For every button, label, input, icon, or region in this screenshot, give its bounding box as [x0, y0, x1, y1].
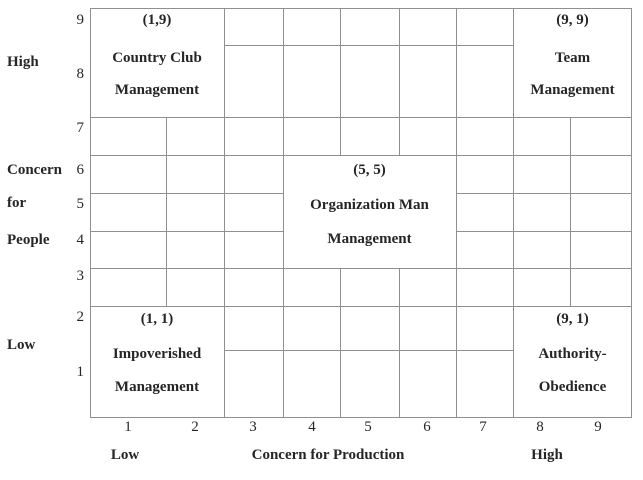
cell-country-club-name2: Management	[114, 82, 200, 98]
cell-country-club-name1: Country Club	[112, 50, 202, 66]
y-tick-6: 6	[76, 162, 85, 178]
x-tick-4: 4	[308, 419, 316, 435]
cell-team-coord: (9, 9)	[556, 12, 589, 28]
x-tick-5: 5	[364, 419, 372, 435]
y-axis-label-for: for	[7, 195, 27, 211]
grid-line-group	[90, 8, 632, 418]
x-axis-label-high: High	[531, 447, 563, 463]
cell-authority-obedience-name2: Obedience	[538, 379, 607, 395]
cell-impoverished-name1: Impoverished	[112, 346, 202, 362]
x-tick-3: 3	[249, 419, 257, 435]
cell-authority-obedience-name1: Authority-	[538, 346, 607, 362]
y-tick-2: 2	[76, 309, 85, 325]
y-tick-4: 4	[76, 232, 85, 248]
y-tick-7: 7	[76, 120, 85, 136]
cell-organization-man-name1: Organization Man	[310, 197, 429, 213]
y-tick-1: 1	[76, 364, 85, 380]
cell-impoverished-name2: Management	[114, 379, 200, 395]
cell-impoverished-coord: (1, 1)	[140, 311, 174, 327]
x-axis-label-low: Low	[110, 447, 140, 463]
y-tick-9: 9	[76, 12, 85, 28]
y-axis-label-high: High	[7, 54, 39, 70]
x-tick-6: 6	[423, 419, 431, 435]
x-axis-title: Concern for Production	[251, 447, 405, 463]
y-tick-3: 3	[76, 268, 85, 284]
y-tick-8: 8	[76, 66, 85, 82]
x-tick-8: 8	[536, 419, 544, 435]
y-axis-label-concern: Concern	[7, 162, 62, 178]
cell-team-name2: Management	[530, 82, 615, 98]
y-axis-label-low: Low	[7, 337, 36, 353]
cell-team-name1: Team	[554, 50, 591, 66]
y-tick-5: 5	[76, 196, 85, 212]
y-axis-label-people: People	[7, 232, 50, 248]
cell-country-club-coord: (1,9)	[142, 12, 172, 28]
cell-organization-man-name2: Management	[327, 231, 412, 247]
cell-authority-obedience-coord: (9, 1)	[556, 311, 589, 327]
cell-organization-man-coord: (5, 5)	[353, 162, 386, 178]
x-tick-9: 9	[594, 419, 602, 435]
x-tick-7: 7	[479, 419, 487, 435]
x-tick-2: 2	[191, 419, 199, 435]
x-tick-1: 1	[124, 419, 132, 435]
